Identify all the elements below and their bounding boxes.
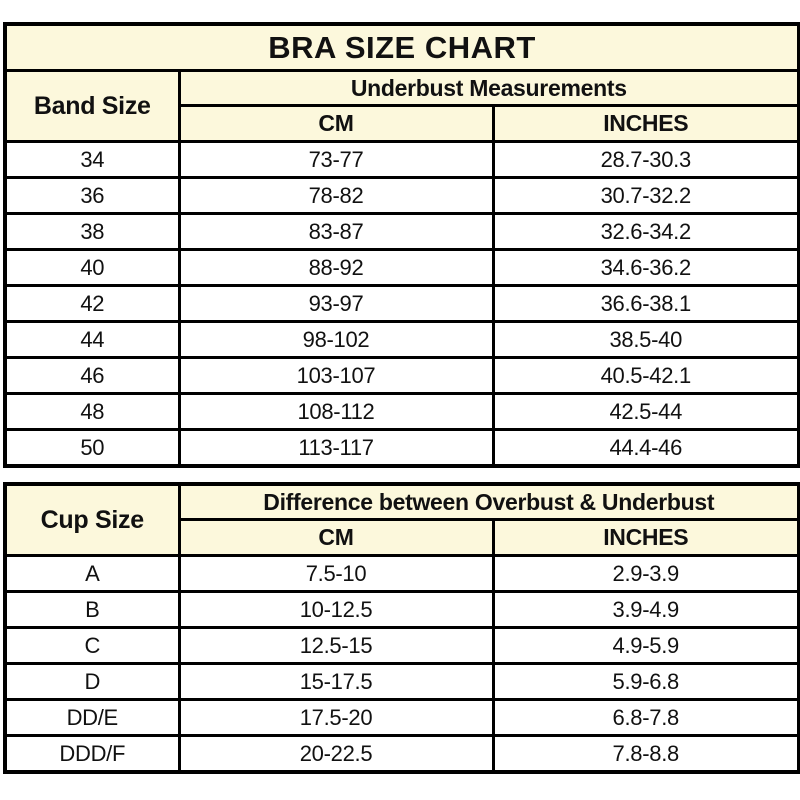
band-size-table: BRA SIZE CHART Band Size Underbust Measu… bbox=[3, 22, 800, 468]
table-row: 44 98-102 38.5-40 bbox=[3, 320, 800, 359]
unit-header-row: CM INCHES bbox=[5, 518, 800, 557]
bra-size-chart-page: BRA SIZE CHART Band Size Underbust Measu… bbox=[3, 22, 800, 774]
cup-size-cell: A bbox=[3, 554, 181, 593]
cm-cell: 113-117 bbox=[177, 428, 495, 468]
table-row: 34 73-77 28.7-30.3 bbox=[3, 140, 800, 179]
cup-size-cell: C bbox=[3, 626, 181, 665]
inches-column-header: INCHES bbox=[491, 104, 800, 143]
inches-cell: 30.7-32.2 bbox=[491, 176, 800, 215]
cm-cell: 83-87 bbox=[177, 212, 495, 251]
inches-cell: 34.6-36.2 bbox=[491, 248, 800, 287]
cm-cell: 17.5-20 bbox=[177, 698, 495, 737]
cm-cell: 88-92 bbox=[177, 248, 495, 287]
inches-cell: 38.5-40 bbox=[491, 320, 800, 359]
band-size-cell: 40 bbox=[3, 248, 181, 287]
cm-cell: 15-17.5 bbox=[177, 662, 495, 701]
cm-cell: 98-102 bbox=[177, 320, 495, 359]
table-row: B 10-12.5 3.9-4.9 bbox=[3, 590, 800, 629]
title-row: BRA SIZE CHART bbox=[3, 22, 800, 72]
table-row: D 15-17.5 5.9-6.8 bbox=[3, 662, 800, 701]
band-size-cell: 50 bbox=[3, 428, 181, 468]
inches-cell: 36.6-38.1 bbox=[491, 284, 800, 323]
table-row: 50 113-117 44.4-46 bbox=[3, 428, 800, 468]
cm-cell: 7.5-10 bbox=[177, 554, 495, 593]
chart-title: BRA SIZE CHART bbox=[3, 22, 800, 72]
cm-column-header: CM bbox=[177, 518, 495, 557]
band-size-cell: 44 bbox=[3, 320, 181, 359]
table-row: 48 108-112 42.5-44 bbox=[3, 392, 800, 431]
cm-cell: 12.5-15 bbox=[177, 626, 495, 665]
band-size-header: Band Size bbox=[3, 69, 181, 143]
table-row: 46 103-107 40.5-42.1 bbox=[3, 356, 800, 395]
cm-cell: 108-112 bbox=[177, 392, 495, 431]
underbust-measurements-header: Underbust Measurements bbox=[177, 69, 800, 107]
cm-cell: 10-12.5 bbox=[177, 590, 495, 629]
band-size-cell: 48 bbox=[3, 392, 181, 431]
inches-cell: 28.7-30.3 bbox=[491, 140, 800, 179]
table-row: 36 78-82 30.7-32.2 bbox=[3, 176, 800, 215]
unit-header-row: CM INCHES bbox=[5, 104, 800, 143]
band-size-cell: 34 bbox=[3, 140, 181, 179]
difference-header: Difference between Overbust & Underbust bbox=[177, 482, 800, 521]
cm-cell: 93-97 bbox=[177, 284, 495, 323]
inches-cell: 42.5-44 bbox=[491, 392, 800, 431]
inches-cell: 5.9-6.8 bbox=[491, 662, 800, 701]
table-gap bbox=[3, 468, 797, 482]
group-header-row: Cup Size Difference between Overbust & U… bbox=[3, 482, 800, 557]
inches-cell: 40.5-42.1 bbox=[491, 356, 800, 395]
cup-size-header: Cup Size bbox=[3, 482, 181, 557]
cup-size-cell: B bbox=[3, 590, 181, 629]
table-row: DDD/F 20-22.5 7.8-8.8 bbox=[3, 734, 800, 774]
cup-size-cell: D bbox=[3, 662, 181, 701]
cm-cell: 103-107 bbox=[177, 356, 495, 395]
cm-column-header: CM bbox=[177, 104, 495, 143]
inches-column-header: INCHES bbox=[491, 518, 800, 557]
table-row: 40 88-92 34.6-36.2 bbox=[3, 248, 800, 287]
table-row: A 7.5-10 2.9-3.9 bbox=[3, 554, 800, 593]
cup-size-table: Cup Size Difference between Overbust & U… bbox=[3, 482, 800, 774]
cm-cell: 78-82 bbox=[177, 176, 495, 215]
band-size-cell: 36 bbox=[3, 176, 181, 215]
group-header-row: Band Size Underbust Measurements bbox=[3, 69, 800, 143]
table-row: DD/E 17.5-20 6.8-7.8 bbox=[3, 698, 800, 737]
table-row: 42 93-97 36.6-38.1 bbox=[3, 284, 800, 323]
inches-cell: 4.9-5.9 bbox=[491, 626, 800, 665]
band-size-cell: 42 bbox=[3, 284, 181, 323]
band-size-cell: 46 bbox=[3, 356, 181, 395]
table-row: C 12.5-15 4.9-5.9 bbox=[3, 626, 800, 665]
cm-cell: 73-77 bbox=[177, 140, 495, 179]
inches-cell: 3.9-4.9 bbox=[491, 590, 800, 629]
band-size-cell: 38 bbox=[3, 212, 181, 251]
inches-cell: 2.9-3.9 bbox=[491, 554, 800, 593]
inches-cell: 6.8-7.8 bbox=[491, 698, 800, 737]
cup-size-cell: DD/E bbox=[3, 698, 181, 737]
inches-cell: 7.8-8.8 bbox=[491, 734, 800, 774]
cup-size-cell: DDD/F bbox=[3, 734, 181, 774]
inches-cell: 44.4-46 bbox=[491, 428, 800, 468]
inches-cell: 32.6-34.2 bbox=[491, 212, 800, 251]
cm-cell: 20-22.5 bbox=[177, 734, 495, 774]
table-row: 38 83-87 32.6-34.2 bbox=[3, 212, 800, 251]
